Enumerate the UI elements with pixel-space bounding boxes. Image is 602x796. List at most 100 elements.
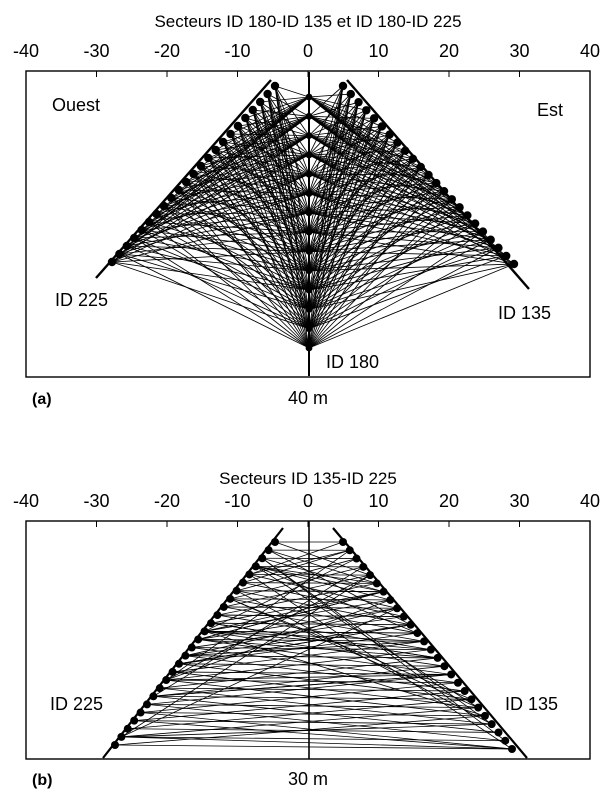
connection-line [308, 231, 484, 349]
x-tick-label: -30 [83, 41, 109, 61]
connection-line [308, 215, 468, 349]
connection-line [308, 198, 453, 349]
connection-line [308, 193, 515, 265]
connection-line [185, 624, 411, 657]
connection-line [308, 166, 422, 349]
panel-b-depth-label: 30 m [288, 769, 328, 789]
connection-line [308, 212, 476, 224]
connection-line [200, 165, 310, 329]
receiver-dot [226, 594, 235, 603]
connection-line [259, 101, 310, 175]
connection-line [153, 665, 445, 697]
connection-line [215, 149, 310, 291]
receiver-dot [226, 129, 235, 139]
receiver-dot [480, 711, 489, 720]
receiver-dot [487, 720, 496, 729]
connection-line [141, 229, 310, 330]
connection-line [308, 134, 391, 349]
connection-line [308, 85, 344, 156]
panel-b-frame [25, 520, 591, 760]
receiver-dot [200, 627, 209, 636]
x-tick-label: -30 [83, 491, 109, 511]
connection-line [217, 614, 404, 617]
receiver-dot [494, 243, 503, 253]
receiver-dot [305, 248, 313, 255]
connection-line [159, 657, 438, 689]
connection-line [274, 85, 310, 291]
receiver-dot [213, 611, 222, 620]
connection-line [259, 101, 310, 252]
panel-a-label-id-180: ID 180 [326, 352, 379, 372]
receiver-dot [175, 659, 183, 668]
x-tick-label: 10 [368, 491, 388, 511]
panel-a-receivers [107, 81, 519, 352]
receiver-dot [359, 562, 368, 571]
connection-line [166, 674, 452, 681]
receiver-dot [239, 578, 247, 587]
connection-line [308, 85, 344, 233]
receiver-dot [424, 170, 433, 180]
connection-line [308, 85, 344, 194]
connection-line [166, 649, 431, 681]
connection-line [308, 212, 491, 241]
connection-line [274, 85, 310, 98]
connection-line [126, 245, 310, 330]
connection-line [252, 109, 310, 310]
connection-line [249, 541, 344, 575]
receiver-dot [207, 619, 215, 628]
connection-line [259, 101, 310, 329]
connection-line [252, 109, 310, 233]
connection-line [308, 215, 468, 272]
panel-b-tag: (b) [32, 772, 52, 789]
connection-line [163, 115, 310, 207]
connection-line [252, 109, 310, 349]
connection-line [308, 85, 344, 310]
receiver-dot [211, 145, 220, 155]
connection-line [134, 237, 310, 310]
receiver-dot [338, 81, 348, 91]
connection-line [185, 640, 425, 657]
receiver-dot [117, 732, 126, 741]
connection-line [308, 110, 367, 291]
connection-line [140, 712, 485, 717]
connection-line [308, 207, 460, 330]
connection-line [308, 154, 437, 184]
connection-line [308, 173, 429, 176]
panel-a-label-id-225: ID 225 [55, 290, 108, 310]
receiver-dot [137, 225, 146, 235]
connection-line [255, 565, 418, 634]
connection-line [274, 85, 310, 213]
receiver-dot [399, 612, 408, 621]
connection-line [308, 101, 359, 117]
connection-line [204, 630, 486, 717]
receiver-dot [501, 736, 510, 745]
connection-line [121, 736, 513, 750]
connection-line [308, 247, 499, 310]
connection-line [267, 93, 310, 233]
connection-line [308, 94, 352, 291]
receiver-dot [400, 146, 410, 155]
receiver-dot [346, 89, 355, 99]
connection-line [252, 109, 310, 271]
connection-line [274, 85, 310, 329]
connection-line [308, 85, 344, 117]
connection-line [210, 622, 438, 659]
receiver-dot [393, 138, 402, 147]
receiver-dot [460, 687, 469, 696]
receiver-dot [345, 546, 354, 555]
receiver-dot [181, 651, 190, 660]
connection-line [121, 607, 398, 738]
connection-line [308, 102, 359, 349]
connection-line [178, 624, 411, 665]
connection-line [308, 182, 437, 349]
x-tick-label: 0 [303, 41, 313, 61]
connection-line [242, 549, 350, 583]
receiver-dot [111, 741, 119, 749]
connection-line [153, 566, 364, 697]
receiver-dot [453, 678, 462, 687]
connection-line [308, 93, 351, 98]
receiver-dot [366, 571, 375, 580]
connection-line [308, 150, 406, 310]
panel-b-x-ticks: -40 -30 -20 -10 0 10 20 30 40 [13, 491, 600, 527]
receiver-dot [168, 667, 177, 676]
